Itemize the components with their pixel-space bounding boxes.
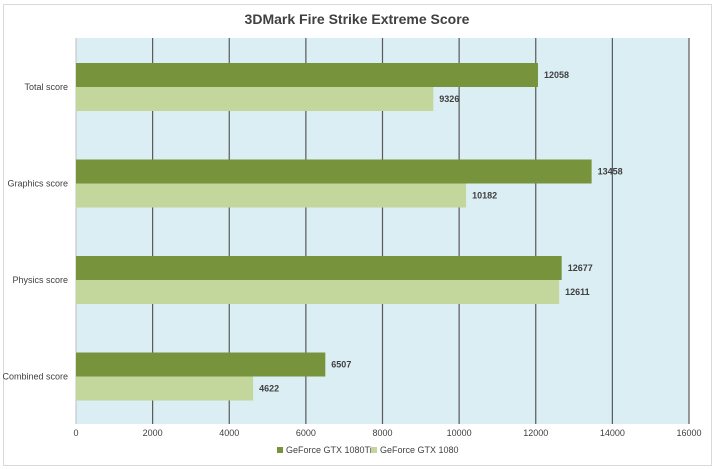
data-label: 12058 bbox=[544, 70, 569, 80]
category-label: Combined score bbox=[2, 372, 68, 382]
data-label: 4622 bbox=[259, 384, 279, 394]
data-label: 10182 bbox=[472, 191, 497, 201]
x-tick-label: 16000 bbox=[676, 428, 701, 438]
category-label: Physics score bbox=[12, 275, 68, 285]
category-label: Total score bbox=[24, 82, 68, 92]
bar-1080ti bbox=[76, 352, 326, 377]
x-tick-label: 12000 bbox=[523, 428, 548, 438]
data-label: 12611 bbox=[565, 287, 590, 297]
x-tick-label: 2000 bbox=[143, 428, 163, 438]
bar-1080ti bbox=[76, 159, 592, 184]
category-label: Graphics score bbox=[7, 179, 68, 189]
x-tick-label: 0 bbox=[73, 428, 78, 438]
data-label: 13458 bbox=[598, 167, 623, 177]
bar-1080 bbox=[76, 87, 434, 111]
bar-1080ti bbox=[76, 256, 562, 280]
bar-1080ti bbox=[76, 63, 538, 87]
data-label: 12677 bbox=[568, 263, 593, 273]
data-label: 6507 bbox=[331, 360, 351, 370]
x-tick-label: 10000 bbox=[447, 428, 472, 438]
bar-1080 bbox=[76, 280, 560, 304]
bar-1080 bbox=[76, 183, 467, 208]
legend-label: GeForce GTX 1080 bbox=[380, 445, 459, 455]
legend-swatch bbox=[371, 447, 377, 453]
x-tick-label: 6000 bbox=[296, 428, 316, 438]
legend-swatch bbox=[277, 447, 283, 453]
x-tick-label: 8000 bbox=[372, 428, 392, 438]
legend-label: GeForce GTX 1080Ti bbox=[286, 445, 372, 455]
bar-1080 bbox=[76, 376, 254, 401]
x-tick-label: 4000 bbox=[219, 428, 239, 438]
x-tick-label: 14000 bbox=[600, 428, 625, 438]
chart-title: 3DMark Fire Strike Extreme Score bbox=[245, 11, 470, 27]
data-label: 9326 bbox=[439, 94, 459, 104]
